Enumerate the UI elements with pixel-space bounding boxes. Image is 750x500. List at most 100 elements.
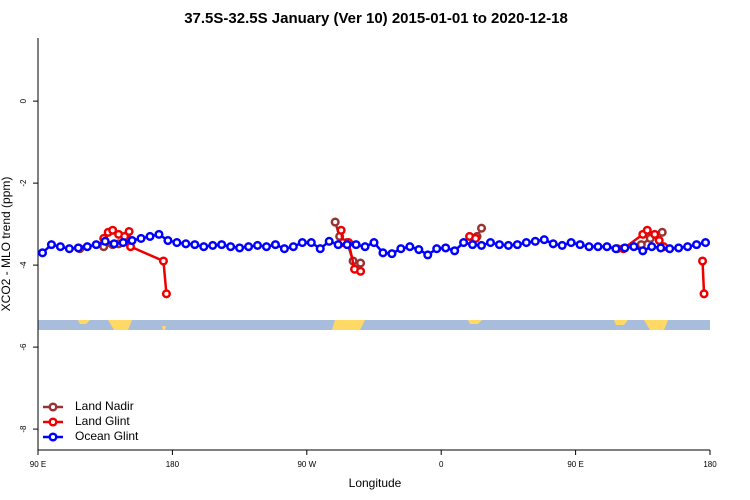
- data-point: [73, 243, 83, 253]
- data-point: [154, 229, 164, 239]
- data-point: [46, 240, 56, 250]
- data-point: [356, 266, 366, 276]
- data-point: [360, 242, 370, 252]
- data-point: [124, 226, 134, 237]
- data-point: [288, 242, 298, 252]
- data-point: [100, 236, 110, 246]
- data-point: [647, 242, 657, 252]
- data-point: [235, 243, 245, 253]
- legend-marker: [48, 432, 58, 442]
- x-tick-label: 180: [703, 460, 717, 469]
- map-strip: [38, 320, 710, 330]
- data-point: [127, 235, 137, 246]
- y-tick-label: 0: [19, 98, 28, 103]
- data-point: [208, 240, 218, 250]
- data-point: [629, 242, 639, 252]
- data-point: [423, 250, 433, 260]
- data-point: [530, 236, 540, 246]
- data-point: [650, 229, 660, 239]
- data-point: [557, 240, 567, 250]
- data-point: [697, 256, 708, 266]
- data-point: [163, 235, 173, 246]
- legend-marker: [48, 402, 58, 412]
- data-point: [539, 235, 549, 245]
- data-point: [405, 242, 415, 252]
- data-point: [700, 238, 711, 248]
- data-point: [485, 238, 496, 248]
- data-point: [378, 248, 388, 258]
- data-point: [503, 240, 513, 250]
- legend-label: Land Nadir: [75, 399, 134, 413]
- y-tick-label: -6: [19, 343, 28, 351]
- data-point: [584, 242, 594, 252]
- data-point: [414, 244, 424, 255]
- data-point: [512, 240, 522, 250]
- data-point: [692, 240, 702, 250]
- series-line: [102, 228, 706, 294]
- data-point: [566, 238, 576, 248]
- data-point: [118, 238, 128, 248]
- data-point: [476, 240, 487, 250]
- data-point: [468, 240, 478, 250]
- data-point: [161, 289, 171, 299]
- data-point: [109, 239, 119, 249]
- data-point: [217, 240, 227, 250]
- data-point: [306, 238, 316, 248]
- data-point: [699, 289, 709, 299]
- data-point: [638, 246, 648, 256]
- y-tick-label: -2: [19, 179, 28, 187]
- data-point: [333, 240, 343, 250]
- data-point: [64, 244, 74, 254]
- x-tick-label: 0: [439, 460, 444, 469]
- data-point: [387, 249, 397, 259]
- data-point: [190, 240, 200, 250]
- data-point: [369, 238, 379, 248]
- data-point: [37, 248, 48, 258]
- data-point: [450, 246, 460, 256]
- data-point: [521, 238, 531, 248]
- x-tick-label: 90 E: [567, 460, 583, 469]
- data-point: [181, 239, 191, 249]
- y-axis-label: XCO2 - MLO trend (ppm): [0, 177, 13, 312]
- chart-title: 37.5S-32.5S January (Ver 10) 2015-01-01 …: [184, 10, 568, 27]
- data-point: [356, 258, 366, 268]
- data-point: [199, 242, 209, 252]
- data-point: [342, 240, 352, 250]
- x-tick-label: 180: [166, 460, 180, 469]
- data-point: [91, 240, 101, 250]
- data-point: [82, 242, 92, 252]
- data-point: [657, 227, 667, 237]
- data-point: [226, 242, 236, 252]
- legend-label: Ocean Glint: [75, 429, 139, 443]
- data-point: [441, 243, 451, 253]
- data-point: [279, 244, 289, 254]
- data-point: [656, 243, 666, 253]
- data-point: [158, 256, 168, 266]
- data-point: [55, 242, 65, 252]
- x-tick-label: 90 E: [30, 460, 46, 469]
- data-point: [261, 242, 272, 252]
- data-point: [602, 242, 612, 252]
- data-point: [297, 238, 307, 248]
- data-point: [244, 242, 254, 252]
- data-point: [172, 238, 182, 248]
- data-point: [593, 242, 603, 252]
- data-point: [548, 239, 558, 249]
- x-tick-label: 90 W: [297, 460, 316, 469]
- data-point: [145, 231, 155, 241]
- data-point: [476, 223, 487, 233]
- data-point: [136, 233, 146, 244]
- data-point: [351, 240, 361, 250]
- data-point: [683, 242, 693, 252]
- data-point: [674, 243, 684, 253]
- data-point: [432, 244, 442, 254]
- data-point: [252, 240, 263, 250]
- legend-marker: [48, 417, 58, 427]
- legend-label: Land Glint: [75, 414, 130, 428]
- data-point: [330, 217, 340, 227]
- data-point: [620, 243, 630, 253]
- data-point: [396, 244, 406, 254]
- data-point: [324, 236, 334, 246]
